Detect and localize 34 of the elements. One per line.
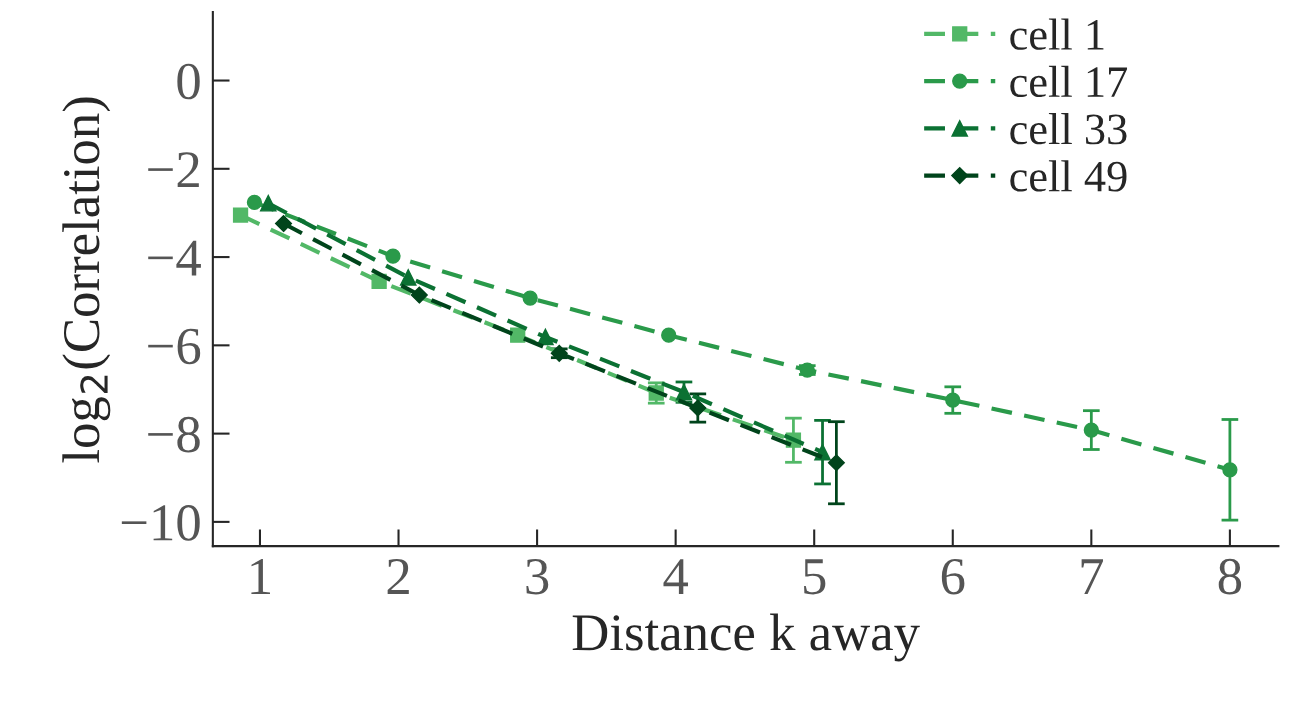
x-tick-label: 3 <box>526 558 549 595</box>
x-tick-label: 4 <box>663 559 689 594</box>
legend-label: cell 17 <box>1010 65 1128 98</box>
y-tick-label: −8 <box>148 416 200 453</box>
x-tick-label: 2 <box>387 558 409 594</box>
x-tick-label: 7 <box>1081 559 1104 594</box>
point <box>1222 462 1238 478</box>
legend-label: cell 49 <box>1010 160 1127 192</box>
x-tick-label: 8 <box>1218 558 1242 595</box>
y-tick-label: 0 <box>177 63 200 100</box>
y-tick-label: −10 <box>121 505 200 541</box>
point <box>274 214 293 233</box>
point <box>661 327 677 343</box>
x-tick-label: 6 <box>941 558 965 595</box>
x-tick-label: 5 <box>804 559 826 595</box>
legend-label: cell 1 <box>1010 18 1104 50</box>
y-tick-label: −6 <box>148 328 201 365</box>
y-tick-label: −4 <box>148 240 201 276</box>
point <box>522 290 538 306</box>
y-tick-label: −2 <box>148 152 199 188</box>
point <box>827 454 845 472</box>
point <box>945 392 961 408</box>
point <box>385 248 401 264</box>
point <box>410 286 428 304</box>
point <box>689 399 707 417</box>
point <box>1083 422 1099 438</box>
point <box>246 194 263 210</box>
point <box>232 207 249 223</box>
y-axis-title: log$_{2}$(Correlation) <box>62 97 111 463</box>
x-tick-label: 1 <box>251 559 270 594</box>
x-axis-title: Distance k away <box>572 613 920 662</box>
point <box>399 269 417 286</box>
point <box>259 194 277 212</box>
legend-label: cell 33 <box>1010 113 1127 145</box>
